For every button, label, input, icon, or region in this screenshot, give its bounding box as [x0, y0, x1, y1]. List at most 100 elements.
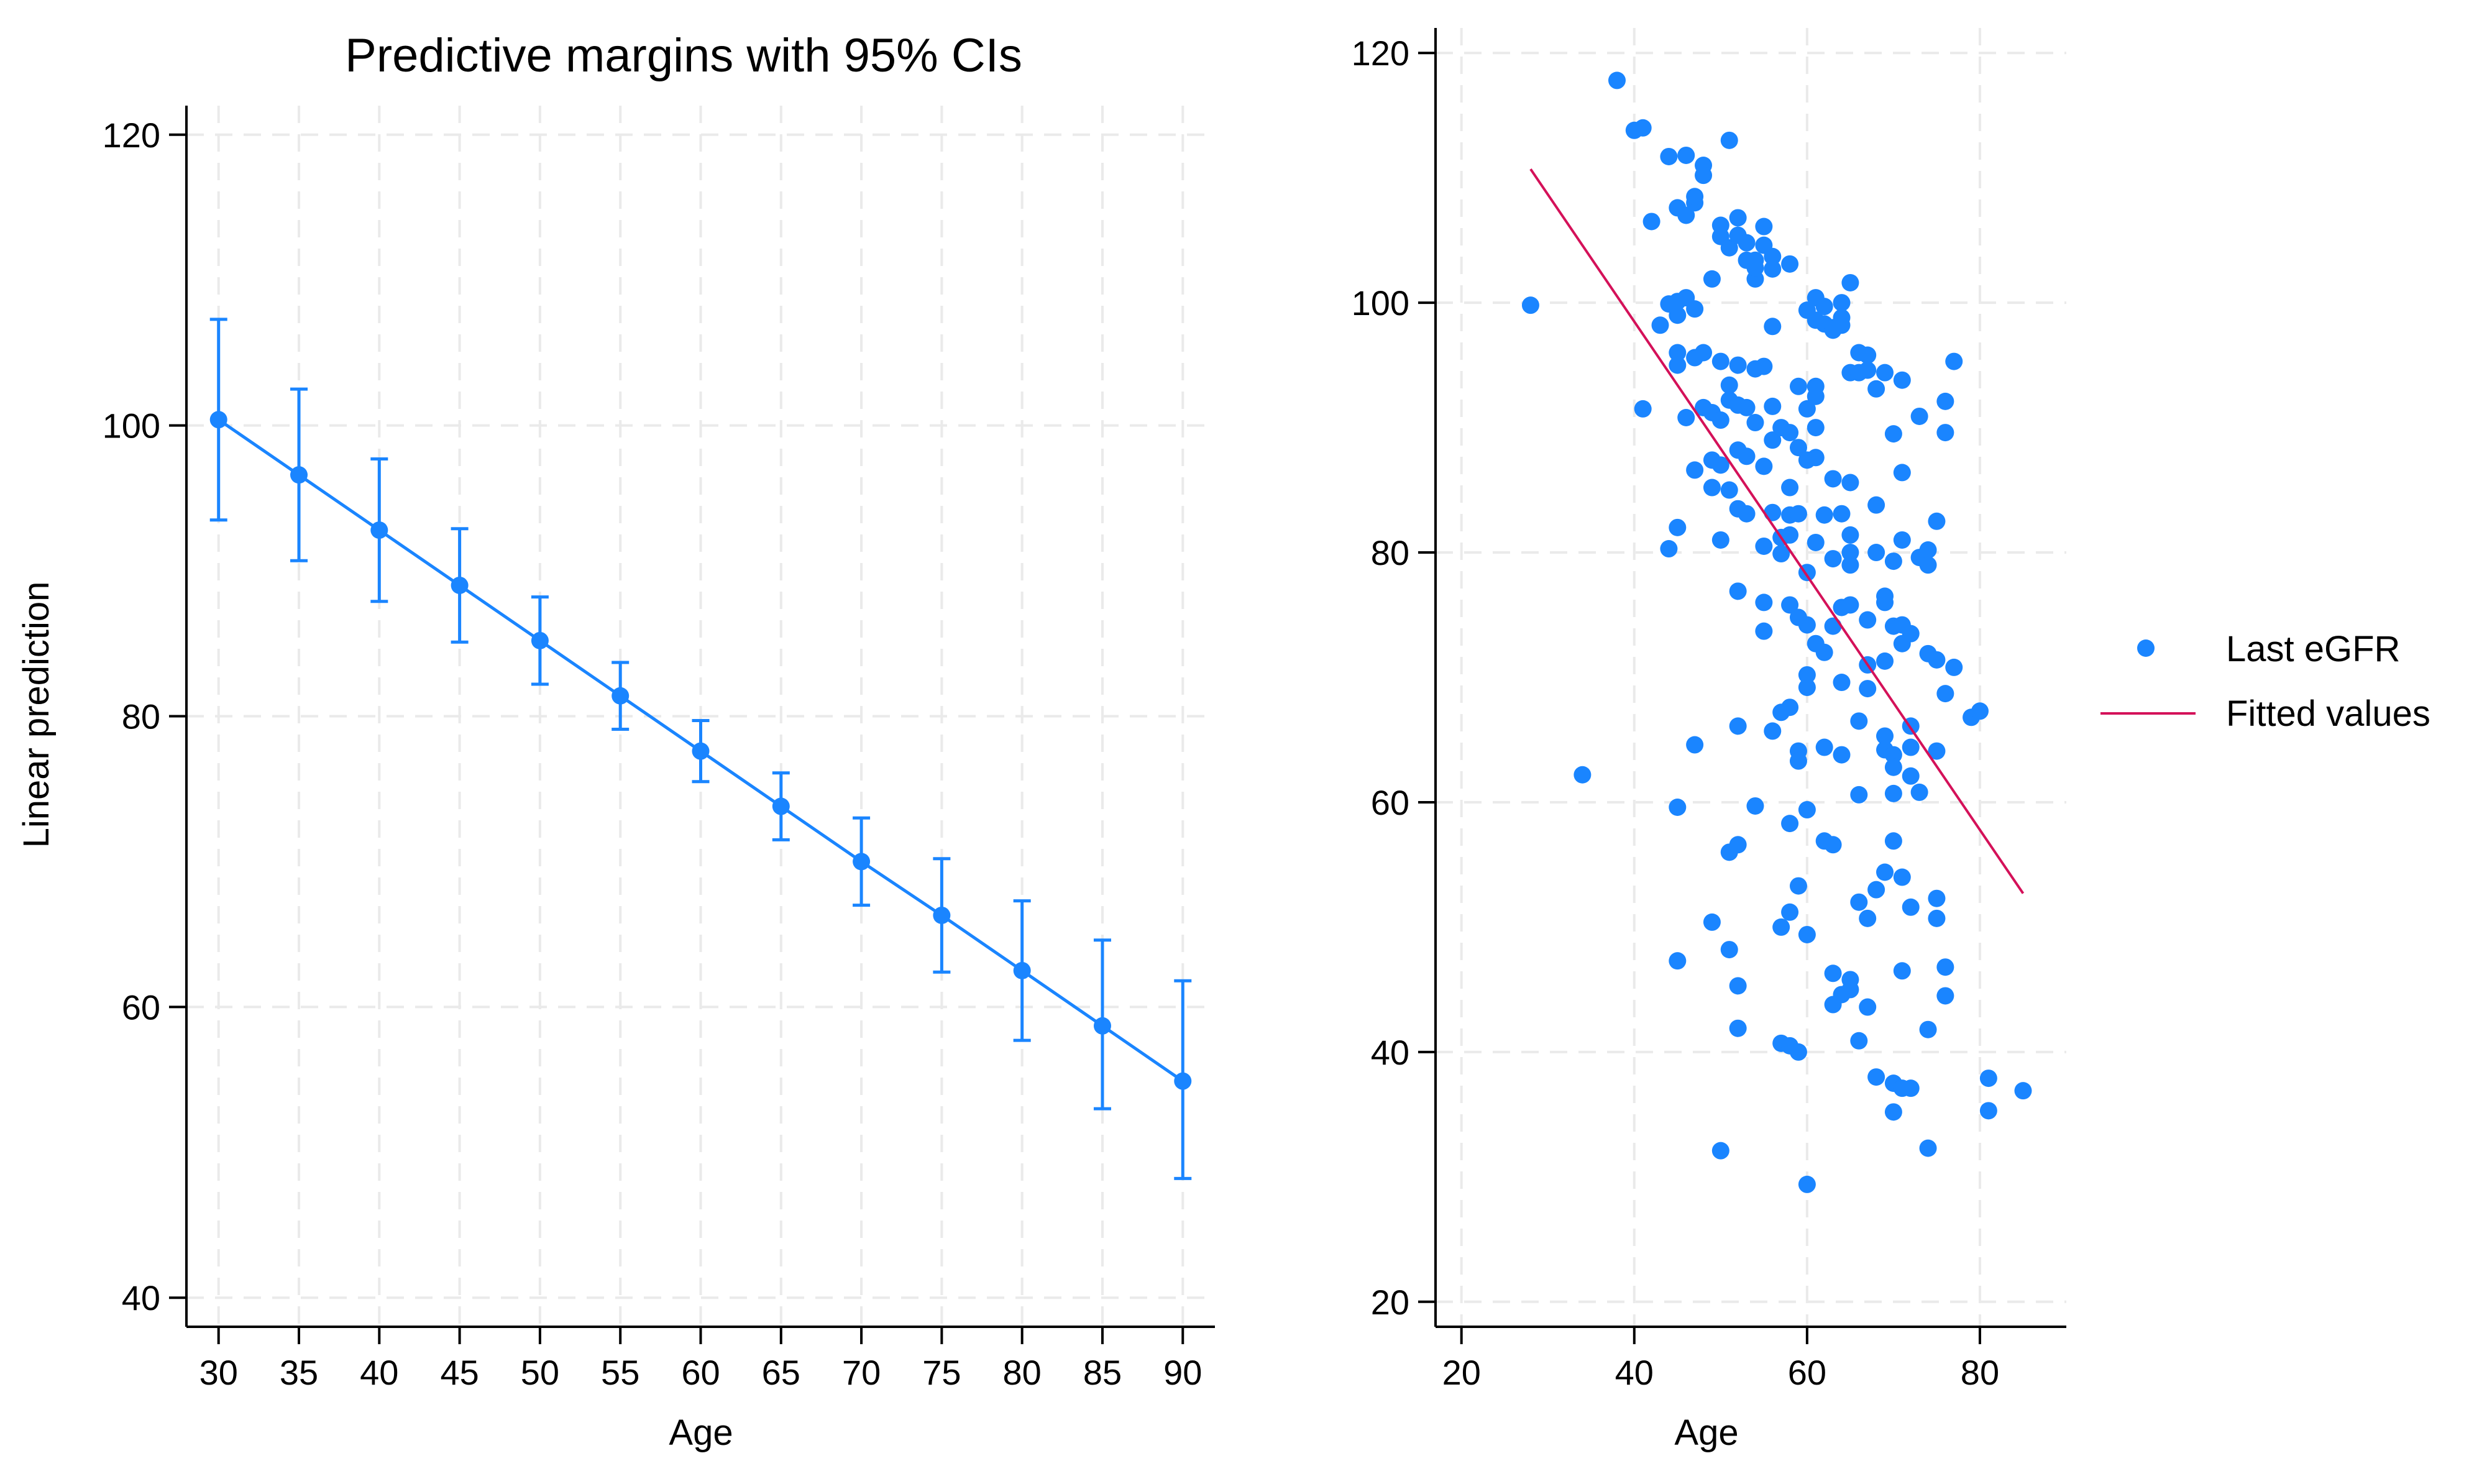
scatter-point — [1703, 479, 1721, 497]
y-axis-ticks: 40 60 80 100 120 — [103, 116, 186, 1317]
scatter-point — [1841, 474, 1859, 492]
margin-point — [772, 797, 790, 815]
scatter-point — [1867, 380, 1885, 398]
scatter-point — [1634, 119, 1652, 137]
y-tick-label: 40 — [1371, 1033, 1409, 1072]
scatter-point — [1798, 1175, 1816, 1193]
grid-lines — [186, 106, 1215, 1327]
scatter-point — [1789, 439, 1807, 457]
scatter-point — [1789, 377, 1807, 395]
scatter-point — [1824, 617, 1842, 635]
scatter-point — [1884, 425, 1902, 443]
margin-point — [612, 687, 630, 705]
scatter-point — [1910, 407, 1928, 425]
margin-point — [531, 631, 549, 649]
scatter-point — [1720, 376, 1738, 394]
scatter-point — [1634, 400, 1652, 418]
scatter-point — [1746, 797, 1764, 815]
data-marks — [209, 318, 1192, 1180]
margin-point — [692, 742, 710, 760]
scatter-point — [1936, 424, 1954, 442]
scatter-point — [1824, 836, 1842, 854]
scatter-point — [1876, 863, 1894, 881]
scatter-point — [1928, 742, 1946, 760]
scatter-point — [1833, 294, 1851, 312]
y-tick-label: 60 — [122, 987, 160, 1027]
scatter-point — [1867, 1068, 1885, 1086]
scatter-point — [1755, 622, 1773, 640]
scatter-point — [1781, 479, 1799, 497]
scatter-point — [1772, 545, 1790, 563]
scatter-point — [1936, 958, 1954, 976]
margin-point — [1093, 1017, 1111, 1035]
margin-point — [1174, 1072, 1192, 1090]
scatter-point — [1876, 727, 1894, 745]
scatter-point — [1919, 541, 1937, 559]
y-tick-label: 80 — [122, 697, 160, 736]
x-tick-label: 80 — [1961, 1353, 1999, 1392]
scatter-point — [1686, 300, 1704, 318]
x-axis-title: Age — [1674, 1413, 1738, 1453]
margin-point — [933, 906, 951, 924]
scatter-point — [1841, 273, 1859, 291]
scatter-point — [1841, 556, 1859, 574]
scatter-point — [1729, 836, 1747, 854]
scatter-point — [1660, 540, 1678, 558]
axes — [1434, 28, 2066, 1328]
y-tick-label: 20 — [1371, 1283, 1409, 1322]
scatter-point — [1910, 783, 1928, 801]
legend-label-last-egfr: Last eGFR — [2226, 629, 2400, 669]
scatter-point — [1573, 766, 1592, 784]
scatter-point — [1669, 356, 1687, 374]
legend: Last eGFR Fitted values — [2100, 629, 2430, 734]
y-tick-label: 100 — [1352, 283, 1409, 323]
scatter-point — [1729, 209, 1747, 227]
scatter-point — [1919, 1020, 1937, 1038]
x-tick-label: 70 — [842, 1353, 881, 1392]
x-tick-label: 65 — [762, 1353, 800, 1392]
scatter-point — [1936, 392, 1954, 410]
scatter-point — [1850, 1032, 1868, 1050]
scatter-point — [1841, 526, 1859, 544]
scatter-point — [1807, 387, 1825, 405]
scatter-point — [1669, 518, 1687, 536]
scatter-point — [1711, 352, 1729, 370]
scatter-point — [1902, 767, 1920, 785]
x-tick-label: 50 — [521, 1353, 559, 1392]
y-tick-label: 100 — [103, 406, 160, 446]
scatter-point — [1815, 643, 1833, 661]
scatter-point — [1841, 544, 1859, 562]
x-tick-label: 40 — [1615, 1353, 1654, 1392]
x-axis-ticks: 20 40 60 80 — [1442, 1327, 1999, 1392]
scatter-point — [1764, 503, 1782, 521]
x-tick-label: 40 — [360, 1353, 398, 1392]
x-tick-label: 80 — [1003, 1353, 1042, 1392]
scatter-point — [1798, 679, 1816, 697]
scatter-point — [1720, 481, 1738, 499]
scatter-point — [1764, 397, 1782, 415]
scatter-point — [1695, 344, 1713, 362]
scatter-point — [1720, 941, 1738, 959]
scatter-point — [1841, 596, 1859, 614]
scatter-point — [1669, 799, 1687, 816]
scatter-point — [1867, 544, 1885, 562]
scatter-point — [1729, 1019, 1747, 1037]
scatter-point — [1738, 505, 1756, 523]
scatter-point — [1876, 652, 1894, 670]
scatter-point — [1755, 537, 1773, 555]
scatter-point — [1781, 424, 1799, 442]
scatter-point — [1686, 461, 1704, 479]
y-axis-ticks: 20 40 60 80 100 120 — [1352, 34, 1436, 1322]
x-axis-ticks: 30 35 40 45 50 55 60 65 70 75 80 85 90 — [199, 1327, 1202, 1392]
scatter-point — [1859, 680, 1877, 698]
scatter-point — [1677, 146, 1695, 164]
scatter-point — [1884, 746, 1902, 764]
scatter-point — [1884, 1103, 1902, 1121]
x-axis-title: Age — [669, 1413, 733, 1453]
scatter-point — [1928, 889, 1946, 907]
x-tick-label: 60 — [681, 1353, 720, 1392]
margin-point — [451, 576, 469, 594]
x-tick-label: 45 — [440, 1353, 479, 1392]
